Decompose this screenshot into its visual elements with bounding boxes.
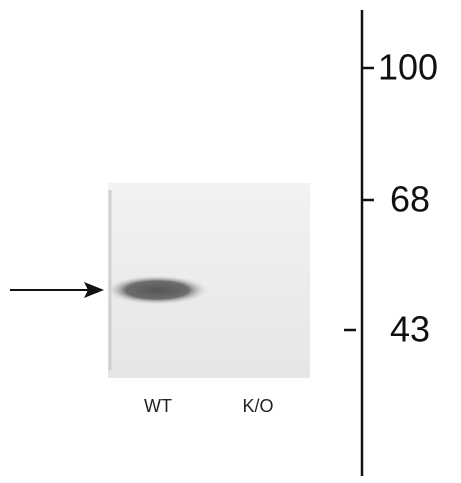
lane-label: K/O: [242, 396, 273, 416]
page: 100 68 43 WT K/O (() => { const data = J…: [0, 0, 461, 483]
marker-label: 68: [390, 179, 430, 220]
marker-label: 100: [378, 47, 438, 88]
blot-figure: 100 68 43 WT K/O: [0, 0, 461, 483]
marker-label: 43: [390, 309, 430, 350]
protein-band: [105, 275, 209, 305]
lane-label: WT: [144, 396, 172, 416]
